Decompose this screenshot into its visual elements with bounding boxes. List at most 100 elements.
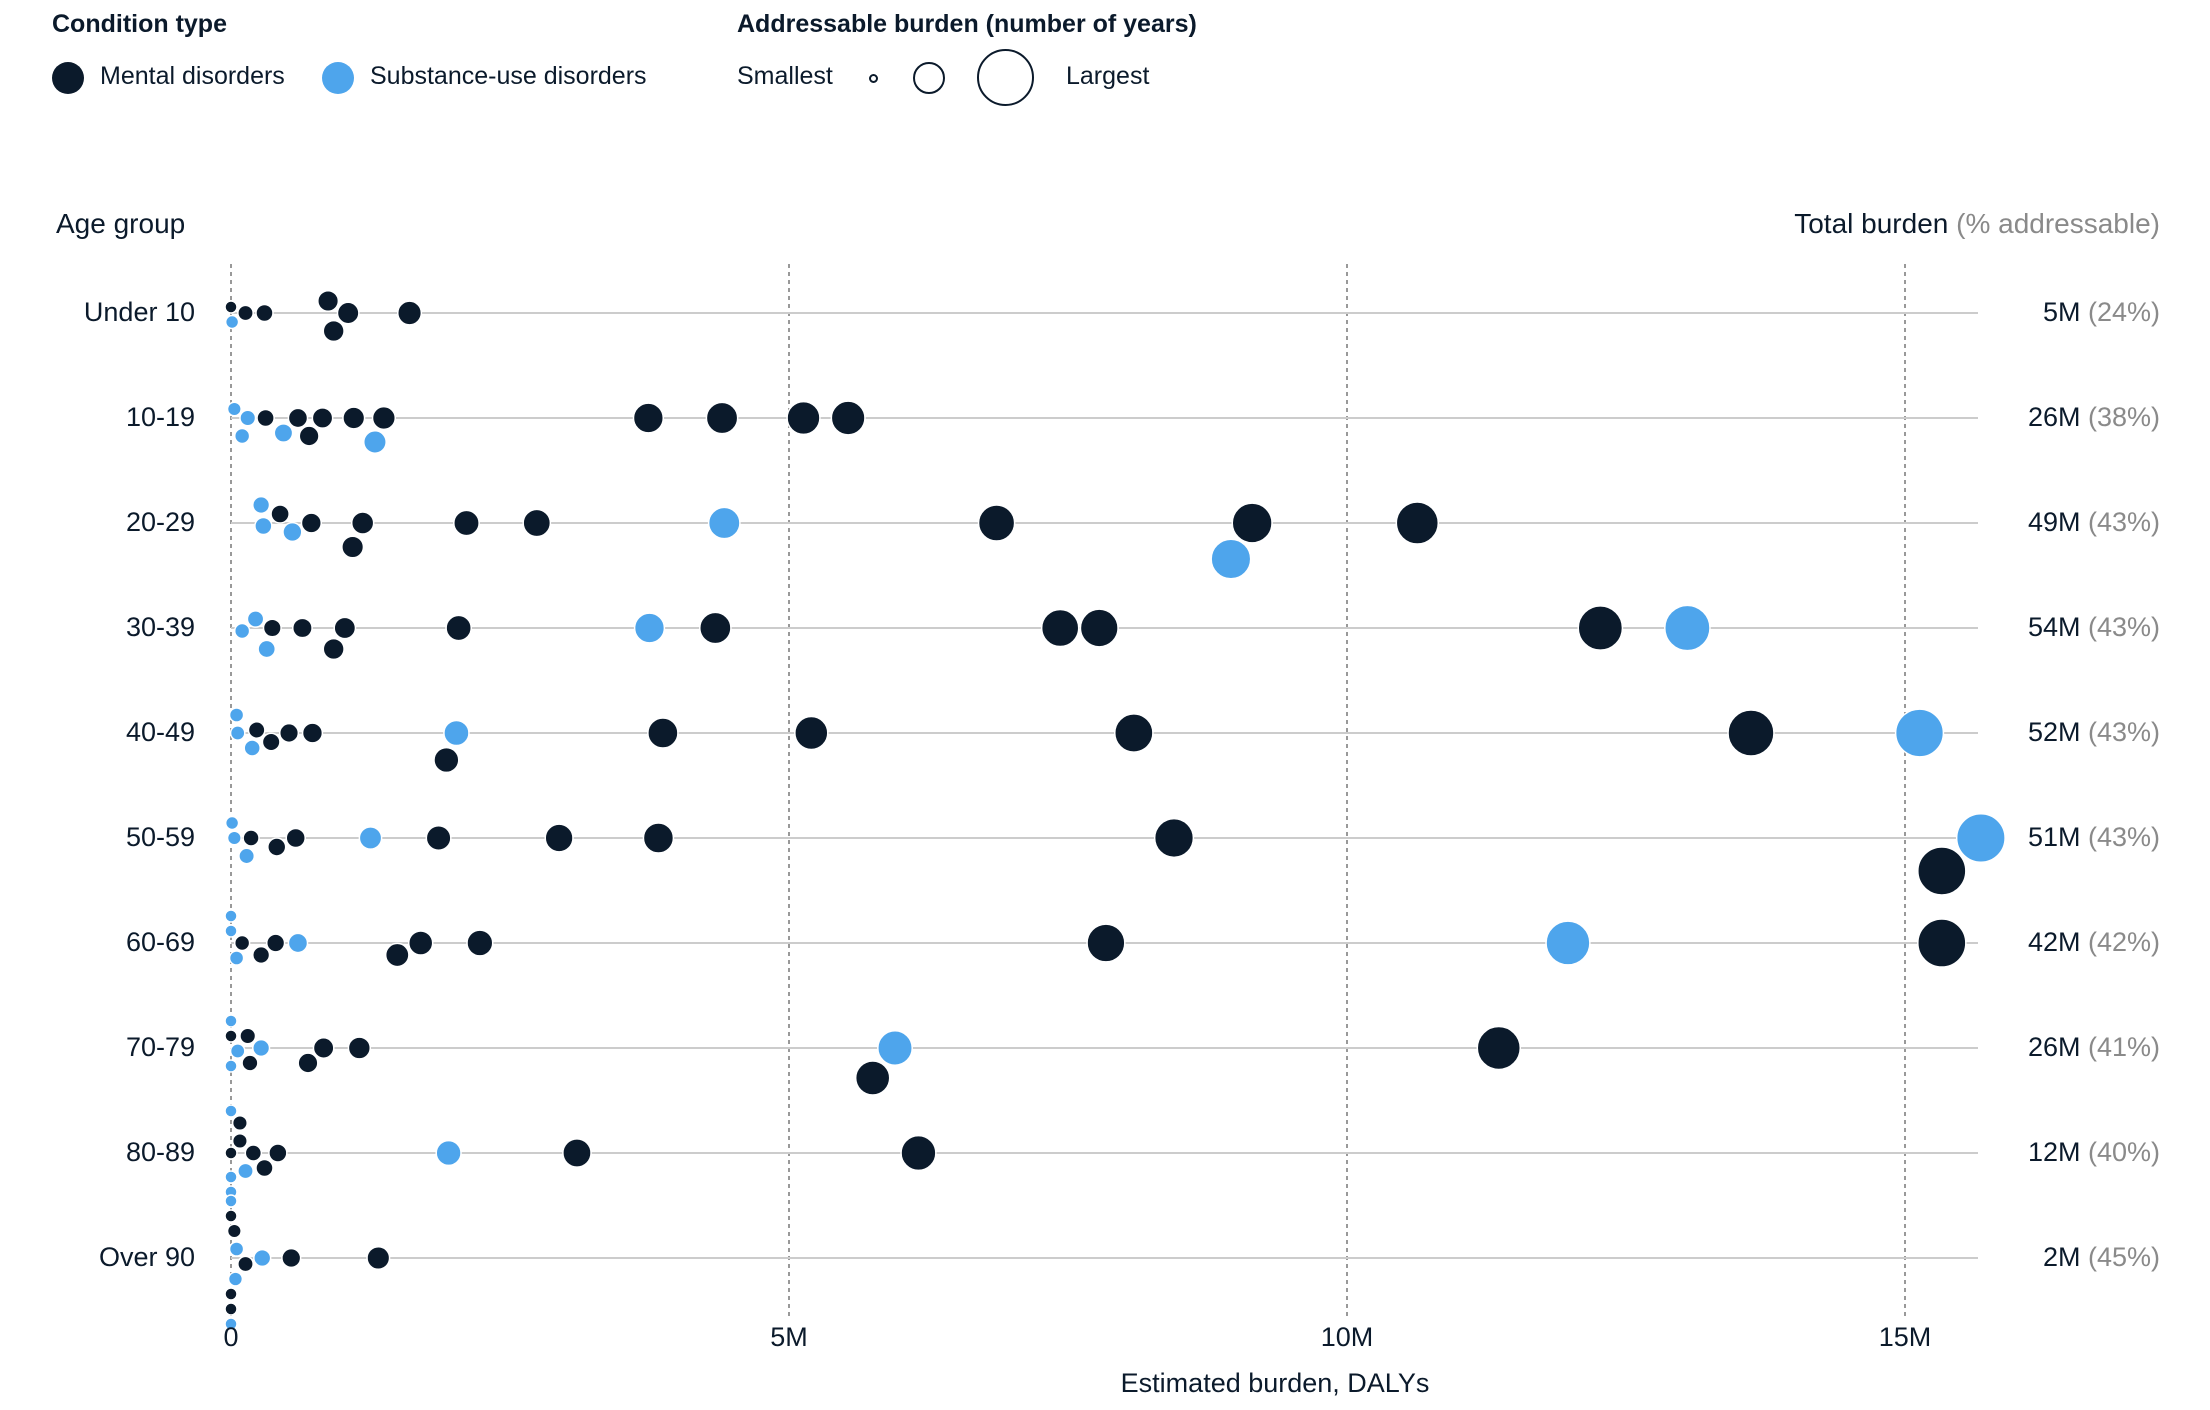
total-value: 26M bbox=[2027, 402, 2081, 432]
substance-use-bubble bbox=[1955, 813, 2006, 863]
mental-disorder-bubble bbox=[699, 611, 732, 645]
addressable-pct: (43%) bbox=[2080, 612, 2160, 642]
age-group-label: Under 10 bbox=[83, 297, 195, 327]
x-axis-title: Estimated burden, DALYs bbox=[1120, 1368, 1430, 1398]
substance-use-bubble bbox=[633, 612, 666, 644]
mental-disorder-bubble bbox=[642, 822, 675, 854]
mental-disorder-bubble bbox=[241, 1054, 259, 1072]
substance-use-bubble bbox=[233, 427, 251, 445]
mental-disorder-bubble bbox=[247, 721, 266, 739]
addressable-pct: (24%) bbox=[2080, 297, 2160, 327]
mental-disorder-bubble bbox=[396, 300, 423, 326]
legend-condition-title: Condition type bbox=[52, 10, 227, 38]
substance-use-bubble bbox=[224, 1104, 238, 1118]
total-burden-label: 42M (42%) bbox=[2028, 927, 2160, 958]
total-burden-label: 54M (43%) bbox=[2028, 612, 2160, 643]
substance-use-bubble bbox=[224, 909, 238, 923]
mental-disorder-bubble bbox=[830, 400, 866, 436]
total-burden-label: 49M (43%) bbox=[2028, 507, 2160, 538]
substance-legend-swatch bbox=[322, 62, 354, 94]
mental-disorder-bubble bbox=[255, 303, 274, 323]
substance-use-bubble bbox=[257, 639, 277, 659]
total-value: 49M bbox=[2027, 507, 2081, 537]
total-value: 12M bbox=[2027, 1137, 2081, 1167]
substance-use-bubble bbox=[877, 1030, 913, 1066]
mental-disorder-bubble bbox=[466, 929, 494, 957]
mental-disorder-bubble bbox=[285, 827, 306, 849]
substance-use-bubble bbox=[237, 1162, 254, 1180]
total-burden-label: 26M (38%) bbox=[2028, 402, 2160, 433]
substance-use-bubble bbox=[224, 314, 240, 330]
mental-disorder-bubble bbox=[278, 722, 300, 744]
mental-disorder-bubble bbox=[244, 1144, 263, 1162]
substance-use-bubble bbox=[226, 830, 242, 846]
right-header-title: Total burden bbox=[1794, 208, 1949, 239]
substance-use-bubble bbox=[229, 1043, 246, 1059]
age-group-label: 70-79 bbox=[125, 1032, 195, 1062]
mental-disorder-bubble bbox=[300, 512, 323, 534]
mental-disorder-bubble bbox=[311, 407, 334, 429]
addressable-pct: (43%) bbox=[2080, 507, 2160, 537]
right-header: Total burden (% addressable) bbox=[1794, 208, 2160, 240]
age-group-label: 20-29 bbox=[125, 507, 195, 537]
substance-use-bubble bbox=[707, 506, 741, 540]
mental-disorder-bubble bbox=[1086, 923, 1126, 963]
mental-disorder-bubble bbox=[341, 535, 365, 559]
mental-disorder-bubble bbox=[562, 1138, 592, 1168]
mental-disorder-bubble bbox=[425, 824, 452, 852]
age-group-label: 60-69 bbox=[125, 927, 195, 957]
mental-disorder-bubble bbox=[226, 1223, 242, 1239]
substance-use-bubble bbox=[243, 739, 261, 757]
x-tick-label: 5M bbox=[770, 1322, 808, 1352]
total-value: 54M bbox=[2027, 612, 2081, 642]
legend-substance-label: Substance-use disorders bbox=[370, 62, 647, 90]
mental-disorder-bubble bbox=[237, 304, 254, 322]
mental-disorder-bubble bbox=[231, 1132, 248, 1150]
mental-disorder-bubble bbox=[333, 616, 357, 640]
substance-use-bubble bbox=[273, 423, 294, 443]
substance-use-bubble bbox=[251, 495, 271, 515]
total-burden-label: 2M (45%) bbox=[2043, 1242, 2160, 1273]
total-burden-label: 5M (24%) bbox=[2043, 297, 2160, 328]
mental-disorder-bubble bbox=[1079, 608, 1119, 648]
age-group-label: 10-19 bbox=[125, 402, 195, 432]
substance-use-bubble bbox=[1545, 920, 1591, 966]
substance-use-bubble bbox=[362, 430, 387, 454]
substance-use-bubble bbox=[1210, 538, 1252, 580]
total-burden-label: 26M (41%) bbox=[2028, 1032, 2160, 1063]
substance-use-bubble bbox=[358, 826, 383, 850]
mental-disorder-bubble bbox=[786, 400, 821, 436]
mental-disorder-bubble bbox=[854, 1060, 891, 1096]
substance-use-bubble bbox=[224, 1194, 238, 1208]
legend-size-title: Addressable burden (number of years) bbox=[737, 10, 1197, 38]
substance-use-bubble bbox=[246, 610, 265, 628]
mental-disorder-bubble bbox=[265, 933, 286, 953]
mental-disorder-bubble bbox=[1395, 501, 1440, 545]
substance-use-bubble bbox=[282, 521, 303, 543]
mental-legend-swatch bbox=[52, 62, 84, 94]
substance-use-bubble bbox=[1664, 604, 1711, 652]
addressable-pct: (42%) bbox=[2080, 927, 2160, 957]
mental-disorder-bubble bbox=[281, 1247, 302, 1269]
size-legend-large bbox=[977, 49, 1034, 106]
legend-largest-label: Largest bbox=[1066, 62, 1150, 90]
substance-use-bubble bbox=[238, 847, 256, 865]
total-value: 26M bbox=[2027, 1032, 2081, 1062]
mental-disorder-bubble bbox=[544, 823, 574, 853]
mental-disorder-bubble bbox=[522, 508, 552, 538]
mental-disorder-bubble bbox=[1231, 502, 1273, 544]
substance-use-bubble bbox=[253, 1248, 272, 1268]
mental-disorder-bubble bbox=[298, 425, 320, 447]
mental-disorder-bubble bbox=[322, 319, 345, 343]
mental-disorder-bubble bbox=[297, 1052, 319, 1074]
substance-use-bubble bbox=[287, 932, 309, 954]
substance-use-bubble bbox=[228, 1241, 245, 1257]
mental-disorder-bubble bbox=[1727, 709, 1775, 757]
mental-disorder-bubble bbox=[322, 637, 345, 661]
substance-use-bubble bbox=[224, 1170, 238, 1184]
x-tick-label: 10M bbox=[1320, 1322, 1374, 1352]
mental-disorder-bubble bbox=[1917, 846, 1967, 896]
substance-use-bubble bbox=[251, 1038, 271, 1058]
mental-disorder-bubble bbox=[342, 406, 366, 430]
